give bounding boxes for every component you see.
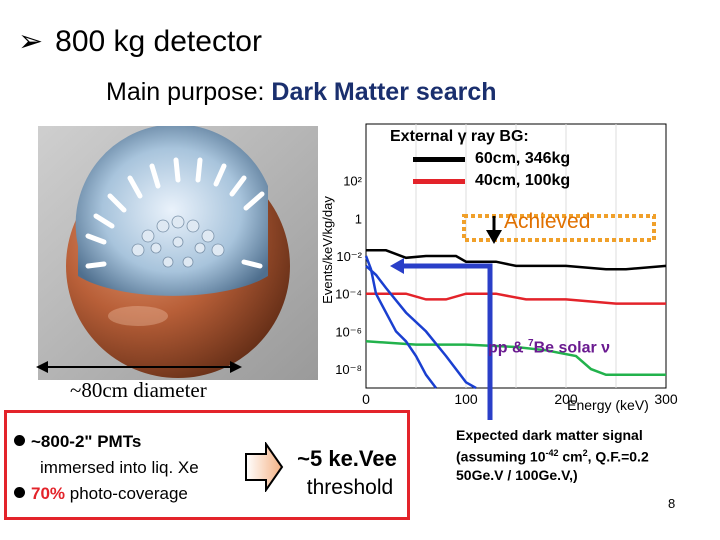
signal-sup-2: 2 xyxy=(582,448,588,458)
signal-pointer-arrow-icon xyxy=(390,258,404,274)
signal-sup-1: -42 xyxy=(545,448,559,458)
chart-series xyxy=(364,249,667,390)
legend-swatch-black xyxy=(413,156,465,162)
pmt-count-line: ~800-2" PMTs xyxy=(14,432,141,452)
x-axis-ticks: 0 100 200 300 xyxy=(362,391,678,407)
x-tick-label: 200 xyxy=(554,391,578,407)
x-axis-label: Energy (keV) xyxy=(567,397,649,413)
threshold-value: ~5 ke.Vee xyxy=(297,446,397,471)
achieved-label: Achieved xyxy=(504,210,591,233)
signal-line-3: 50Ge.V / 100Ge.V,) xyxy=(456,466,578,483)
legend-swatch-red xyxy=(413,178,465,184)
threshold-label: threshold xyxy=(306,476,394,499)
achieved-arrow-icon xyxy=(486,230,502,244)
bullet-dot-icon xyxy=(14,435,25,446)
signal-pointer-line xyxy=(402,263,493,420)
solar-sup: 7 xyxy=(528,338,534,349)
y-axis-ticks: 10² 1 10⁻² 10⁻⁴ 10⁻⁶ 10⁻⁸ xyxy=(335,174,363,378)
slide-title: ➢ 800 kg detector xyxy=(18,24,262,59)
diameter-arrow-icon xyxy=(36,361,242,373)
y-tick-label: 10⁻² xyxy=(336,249,362,264)
x-tick-label: 0 xyxy=(362,391,370,407)
y-tick-label: 1 xyxy=(355,211,362,226)
series-line xyxy=(366,292,666,305)
y-axis-label: Events/keV/kg/day xyxy=(320,196,335,304)
legend-item-60cm: 60cm, 346kg xyxy=(413,150,570,168)
chart-grid xyxy=(415,124,617,388)
detector-image xyxy=(38,126,318,380)
page-number: 8 xyxy=(668,496,676,511)
x-tick-label: 300 xyxy=(654,391,678,407)
legend-label: 60cm, 346kg xyxy=(475,150,571,167)
x-tick-label: 100 xyxy=(454,391,478,407)
pmt-immersed-line: immersed into liq. Xe xyxy=(40,458,199,477)
bullet-dot-icon xyxy=(14,487,25,498)
solar-prefix: pp & xyxy=(488,339,528,357)
legend-item-40cm: 40cm, 100kg xyxy=(413,172,570,190)
purpose-value: Dark Matter search xyxy=(271,78,497,106)
signal-line-2a: (assuming 10 xyxy=(456,448,546,465)
y-tick-label: 10⁻⁶ xyxy=(335,324,362,339)
diameter-label: ~80cm diameter xyxy=(70,378,207,402)
photo-coverage-line: 70% photo-coverage xyxy=(14,484,188,504)
series-line xyxy=(364,255,437,389)
solar-neutrino-label: pp & 7Be solar ν xyxy=(488,338,610,357)
signal-line-2c: , Q.F.=0.2 xyxy=(587,448,649,465)
series-line xyxy=(365,340,666,377)
right-arrow-icon xyxy=(245,442,284,492)
solar-suffix: Be solar ν xyxy=(533,339,611,357)
pmt-summary-box xyxy=(4,410,410,520)
photo-coverage-value: 70% xyxy=(31,484,66,503)
achieved-level-marker xyxy=(462,214,656,242)
series-line xyxy=(366,249,667,271)
series-line xyxy=(365,264,477,390)
signal-line-2b: cm xyxy=(558,448,583,465)
purpose-line: Main purpose: Dark Matter search xyxy=(106,78,497,107)
pmt-count-text: ~800-2" PMTs xyxy=(31,432,142,451)
signal-line-2: (assuming 10-42 cm2, Q.F.=0.2 xyxy=(456,444,716,466)
y-tick-label: 10⁻⁴ xyxy=(335,287,362,302)
photo-coverage-text: photo-coverage xyxy=(65,484,188,503)
legend-title: External γ ray BG: xyxy=(390,128,529,145)
slide-title-text: 800 kg detector xyxy=(55,25,262,58)
background-spectrum-chart: 0 100 200 300 10² 1 10⁻² 10⁻⁴ 10⁻⁶ 10⁻⁸ Energy (… xyxy=(320,123,678,420)
y-tick-label: 10⁻⁸ xyxy=(335,362,362,377)
y-tick-label: 10² xyxy=(343,174,362,189)
purpose-label: Main purpose: xyxy=(106,78,265,106)
expected-signal-text: Expected dark matter signal (assuming 10… xyxy=(456,426,716,484)
arrow-bullet-icon: ➢ xyxy=(18,25,44,58)
signal-line-1: Expected dark matter signal xyxy=(456,427,643,443)
legend-label: 40cm, 100kg xyxy=(475,172,571,189)
